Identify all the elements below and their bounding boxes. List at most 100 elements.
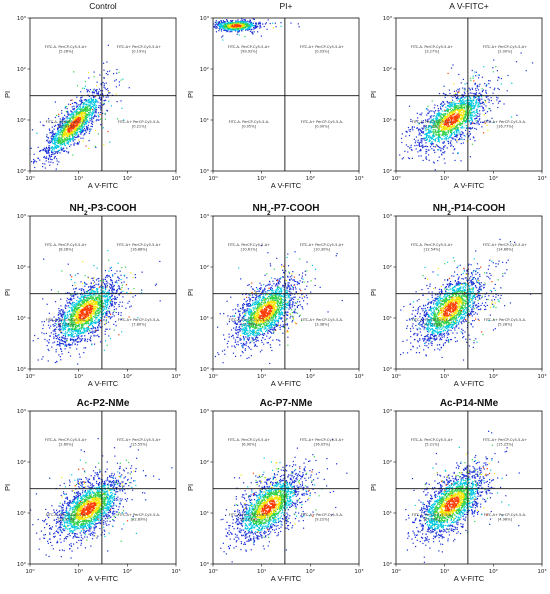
y-axis-label: PI: [369, 91, 378, 98]
x-tick-label: 10³: [171, 175, 180, 182]
quadrant-label: FITC-A- PerCP-Cy5-5-A+: [411, 45, 453, 49]
y-tick-label: 10⁰: [383, 561, 393, 568]
x-axis-label: A V-FITC: [454, 574, 485, 583]
quadrant-label: FITC-A+ PerCP-Cy5-5-A-: [118, 120, 161, 124]
x-axis-label: A V-FITC: [88, 574, 119, 583]
quadrant-percent: [67.51%]: [424, 323, 441, 327]
y-axis-label: PI: [186, 91, 195, 98]
x-axis-label: A V-FITC: [454, 181, 485, 190]
x-tick-label: 10²: [123, 568, 132, 575]
x-tick-label: 10¹: [257, 568, 266, 575]
y-tick-label: 10⁰: [200, 168, 210, 175]
quadrant-percent: [22.89%]: [131, 518, 148, 522]
y-tick-label: 10¹: [17, 510, 26, 517]
y-tick-label: 10²: [200, 264, 209, 271]
quadrant-percent: [67.03%]: [241, 518, 258, 522]
y-axis-label: PI: [369, 289, 378, 296]
x-tick-label: 10⁰: [25, 373, 35, 380]
quadrant-label: FITC-A- PerCP-Cy5-5-A-: [229, 513, 270, 517]
y-tick-label: 10²: [383, 459, 392, 466]
y-axis-label: PI: [3, 289, 12, 296]
y-tick-label: 10³: [200, 213, 209, 220]
quadrant-percent: [0.21%]: [132, 125, 147, 129]
quadrant-percent: [96.34%]: [58, 125, 75, 129]
plot-frame: [30, 411, 176, 564]
plot-title: Ac-P7-NMe: [260, 398, 313, 409]
x-tick-label: 10¹: [74, 568, 83, 575]
plot-title: NH2-P14-COOH: [433, 203, 506, 217]
quadrant-percent: [15.25%]: [497, 443, 514, 447]
quadrant-label: FITC-A+ PerCP-Cy5-5-A+: [117, 438, 161, 442]
quadrant-percent: [67.04%]: [58, 323, 75, 327]
quadrant-label: FITC-A- PerCP-Cy5-5-A+: [228, 438, 270, 442]
quadrant-percent: [5.28%]: [498, 323, 513, 327]
quadrant-percent: [67.70%]: [424, 518, 441, 522]
quadrant-percent: [0.19%]: [132, 50, 147, 54]
quadrant-percent: [16.77%]: [497, 125, 514, 129]
quadrant-percent: [14.66%]: [497, 248, 514, 252]
x-tick-label: 10³: [537, 175, 546, 182]
quadrant-percent: [0.03%]: [315, 50, 330, 54]
quadrant-percent: [58.95%]: [58, 518, 75, 522]
y-tick-label: 10⁰: [383, 168, 393, 175]
y-tick-label: 10¹: [383, 510, 392, 517]
quadrant-percent: [3.27%]: [425, 50, 440, 54]
quadrant-percent: [6.90%]: [242, 443, 257, 447]
y-tick-label: 10⁰: [17, 168, 27, 175]
y-tick-label: 10²: [383, 264, 392, 271]
y-tick-label: 10³: [383, 408, 392, 415]
x-tick-label: 10²: [306, 175, 315, 182]
quadrant-percent: [16.05%]: [314, 443, 331, 447]
event-cloud: [191, 439, 347, 565]
quadrant-percent: [10.30%]: [314, 248, 331, 252]
quadrant-label: FITC-A- PerCP-Cy5-5-A-: [229, 318, 270, 322]
x-tick-label: 10⁰: [391, 568, 401, 575]
y-tick-label: 10²: [17, 264, 26, 271]
y-tick-label: 10³: [17, 15, 26, 22]
y-tick-label: 10⁰: [17, 366, 27, 373]
quadrant-label: FITC-A+ PerCP-Cy5-5-A-: [301, 318, 344, 322]
x-tick-label: 10²: [306, 373, 315, 380]
x-tick-label: 10³: [171, 373, 180, 380]
quadrant-label: FITC-A- PerCP-Cy5-5-A-: [412, 120, 453, 124]
y-tick-label: 10²: [200, 459, 209, 466]
x-tick-label: 10⁰: [25, 568, 35, 575]
quadrant-label: FITC-A+ PerCP-Cy5-5-A+: [300, 438, 344, 442]
quadrant-percent: [3.38%]: [315, 323, 330, 327]
y-tick-label: 10⁰: [200, 561, 210, 568]
x-tick-label: 10¹: [440, 568, 449, 575]
quadrant-label: FITC-A- PerCP-Cy5-5-A-: [46, 318, 87, 322]
quadrant-percent: [2.00%]: [498, 50, 513, 54]
y-tick-label: 10³: [383, 213, 392, 220]
quadrant-label: FITC-A+ PerCP-Cy5-5-A-: [118, 318, 161, 322]
y-tick-label: 10¹: [200, 510, 209, 517]
y-axis-label: PI: [3, 484, 12, 491]
x-tick-label: 10²: [306, 568, 315, 575]
y-tick-label: 10¹: [17, 315, 26, 322]
quadrant-label: FITC-A- PerCP-Cy5-5-A-: [412, 513, 453, 517]
plot-title: Control: [89, 1, 117, 11]
quadrant-label: FITC-A- PerCP-Cy5-5-A+: [228, 243, 270, 247]
y-axis-label: PI: [186, 484, 195, 491]
y-tick-label: 10²: [200, 66, 209, 73]
quadrant-label: FITC-A- PerCP-Cy5-5-A+: [45, 438, 87, 442]
x-tick-label: 10³: [354, 175, 363, 182]
y-axis-label: PI: [186, 289, 195, 296]
x-tick-label: 10³: [537, 568, 546, 575]
quadrant-label: FITC-A- PerCP-Cy5-5-A+: [411, 438, 453, 442]
y-tick-label: 10³: [17, 408, 26, 415]
quadrant-percent: [5.26%]: [59, 50, 74, 54]
quadrant-percent: [15.55%]: [131, 443, 148, 447]
y-tick-label: 10³: [383, 15, 392, 22]
quadrant-label: FITC-A- PerCP-Cy5-5-A+: [45, 243, 87, 247]
y-tick-label: 10⁰: [17, 561, 27, 568]
event-cloud: [211, 245, 343, 364]
quadrant-label: FITC-A+ PerCP-Cy5-5-A-: [301, 513, 344, 517]
quadrant-label: FITC-A+ PerCP-Cy5-5-A+: [300, 45, 344, 49]
